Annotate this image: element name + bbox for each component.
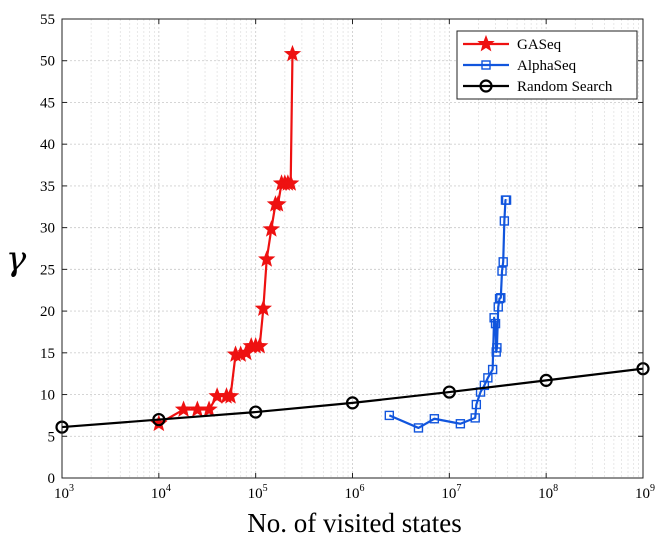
data-point-gaseq: [251, 337, 269, 354]
data-point-random-search: [249, 405, 263, 419]
x-tick-label: 107: [441, 483, 461, 502]
y-tick-label: 15: [40, 346, 55, 362]
series-line-random-search: [61, 367, 644, 429]
legend-marker-random-search: [479, 79, 493, 93]
data-point-alphaseq: [489, 313, 499, 323]
x-tick-label: 109: [635, 483, 655, 502]
data-point-random-search: [152, 412, 166, 427]
y-tick-label: 50: [40, 54, 55, 70]
y-tick-label: 5: [48, 429, 56, 445]
data-point-random-search: [539, 373, 553, 387]
data-point-alphaseq: [384, 410, 395, 421]
y-tick-label: 10: [40, 388, 55, 404]
data-point-alphaseq: [471, 399, 482, 410]
data-point-gaseq: [262, 220, 280, 237]
data-point-alphaseq: [492, 343, 502, 353]
data-point-gaseq: [254, 299, 273, 316]
x-tick-label: 104: [151, 483, 171, 502]
y-tick-label: 0: [48, 471, 56, 487]
data-point-gaseq: [282, 174, 300, 191]
legend-label-random-search: Random Search: [517, 79, 613, 95]
data-point-gaseq: [221, 387, 240, 404]
y-tick-label: 55: [40, 12, 55, 28]
series-gaseq: [150, 44, 302, 432]
data-point-random-search: [442, 385, 456, 399]
y-tick-label: 20: [40, 304, 55, 320]
data-point-alphaseq: [498, 257, 508, 267]
data-point-alphaseq: [455, 419, 466, 429]
x-tick-label: 103: [54, 483, 74, 502]
data-point-gaseq: [283, 44, 302, 62]
data-point-gaseq: [269, 195, 287, 212]
data-point-random-search: [345, 396, 360, 410]
data-point-gaseq: [200, 400, 218, 417]
data-point-alphaseq: [429, 414, 440, 424]
data-point-alphaseq: [413, 423, 424, 433]
x-tick-label: 108: [538, 483, 558, 502]
data-point-alphaseq: [497, 266, 507, 276]
legend-marker-gaseq: [477, 34, 495, 52]
y-axis-label: γ: [6, 239, 27, 279]
y-tick-label: 30: [40, 221, 55, 237]
data-point-alphaseq: [490, 318, 501, 329]
y-tick-label: 45: [40, 95, 55, 111]
legend-label-gaseq: GASeq: [517, 37, 562, 53]
data-point-alphaseq: [470, 413, 480, 423]
y-tick-label: 35: [40, 179, 55, 195]
data-point-alphaseq: [487, 364, 498, 375]
data-point-alphaseq: [496, 293, 506, 303]
data-point-alphaseq: [499, 216, 510, 226]
x-tick-label: 106: [345, 483, 365, 502]
legend-label-alphaseq: AlphaSeq: [517, 58, 577, 74]
x-axis-label: No. of visited states: [247, 508, 461, 538]
data-point-alphaseq: [483, 373, 493, 383]
data-point-alphaseq: [494, 293, 505, 304]
x-tick-label: 105: [248, 483, 268, 502]
data-point-gaseq: [258, 250, 276, 267]
legend-marker-alphaseq: [481, 60, 491, 70]
y-tick-label: 40: [40, 137, 55, 153]
series-alphaseq: [384, 195, 512, 433]
axes-ticks: 0 5 10 15 20 25 30 35 40 45 50 55 103 104 105 106 107 108…: [40, 12, 655, 502]
y-tick-label: 25: [40, 262, 55, 278]
legend: GASeq AlphaSeq Random Search: [456, 30, 638, 100]
data-point-alphaseq: [501, 195, 512, 205]
